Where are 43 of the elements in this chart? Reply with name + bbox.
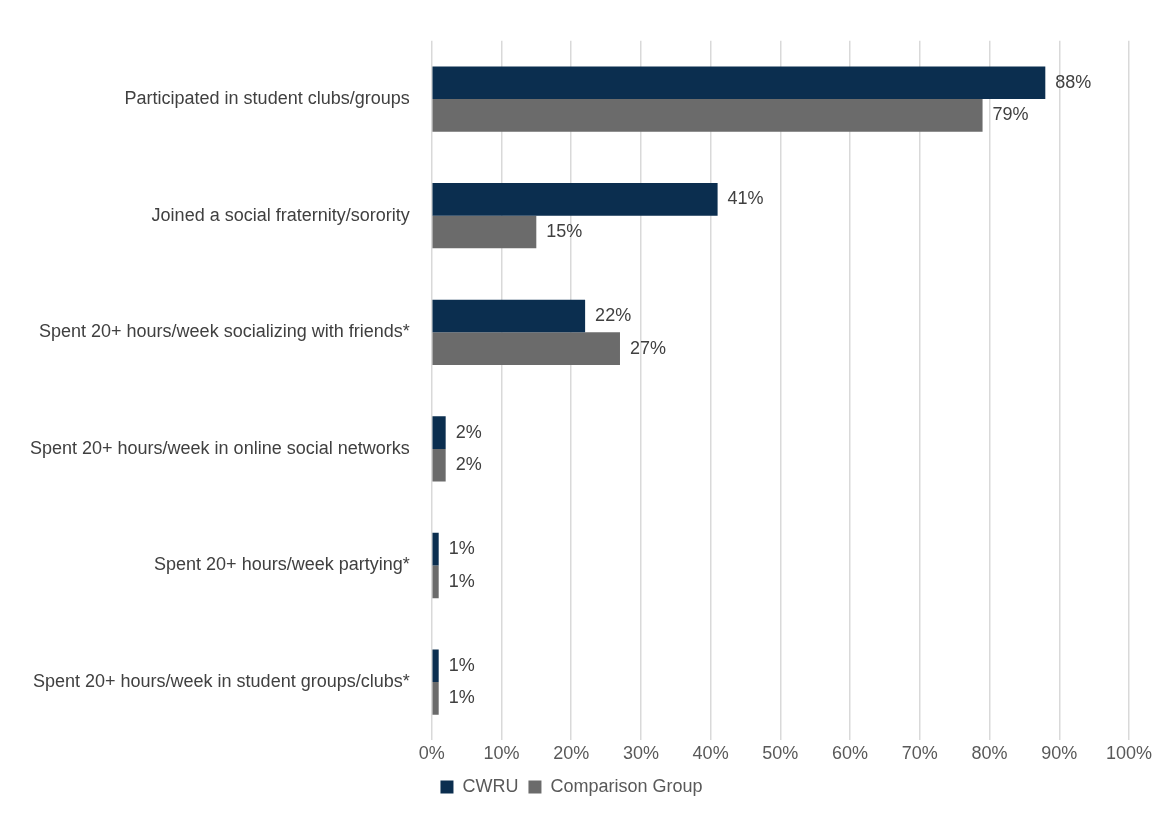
x-tick-label: 20%: [553, 743, 590, 764]
x-tick-label: 40%: [692, 743, 729, 764]
bar: [432, 448, 446, 482]
legend-label: CWRU: [462, 775, 519, 796]
bar: [432, 215, 537, 249]
bar: [432, 416, 446, 449]
bar: [432, 649, 439, 683]
x-tick-label: 50%: [762, 743, 799, 764]
x-tick-label: 70%: [901, 743, 938, 764]
data-label: 41%: [727, 188, 764, 209]
y-tick-label: Spent 20+ hours/week in student groups/clubs*: [32, 671, 410, 692]
data-label: 2%: [455, 454, 482, 475]
x-tick-label: 30%: [622, 743, 659, 764]
bar: [432, 682, 439, 715]
data-label: 79%: [992, 104, 1029, 125]
data-label: 1%: [448, 570, 475, 591]
bar: [432, 99, 983, 132]
y-tick-label: Joined a social fraternity/sorority: [151, 204, 410, 225]
bar: [432, 299, 586, 333]
data-label: 1%: [448, 538, 475, 559]
bar: [432, 66, 1046, 100]
data-label: 2%: [455, 421, 482, 442]
y-tick-label: Spent 20+ hours/week partying*: [154, 554, 410, 575]
y-tick-label: Spent 20+ hours/week socializing with friends*: [39, 321, 410, 342]
y-tick-label: Participated in student clubs/groups: [124, 88, 410, 109]
bar: [432, 565, 439, 599]
legend-label: Comparison Group: [550, 775, 703, 796]
y-tick-label: Spent 20+ hours/week in online social networks: [29, 437, 410, 458]
data-label: 1%: [448, 654, 475, 675]
data-label: 27%: [629, 337, 667, 358]
x-tick-label: 90%: [1041, 743, 1078, 764]
bar: [432, 332, 620, 365]
data-label: 15%: [546, 220, 583, 241]
x-tick-label: 80%: [971, 743, 1008, 764]
data-label: 1%: [448, 687, 475, 708]
x-tick-label: 10%: [483, 743, 520, 764]
data-label: 88%: [1055, 71, 1092, 92]
bar: [432, 183, 718, 216]
x-tick-label: 100%: [1105, 743, 1152, 764]
bar: [432, 532, 439, 566]
x-tick-label: 60%: [832, 743, 869, 764]
x-tick-label: 0%: [418, 743, 445, 764]
data-label: 22%: [595, 304, 632, 325]
